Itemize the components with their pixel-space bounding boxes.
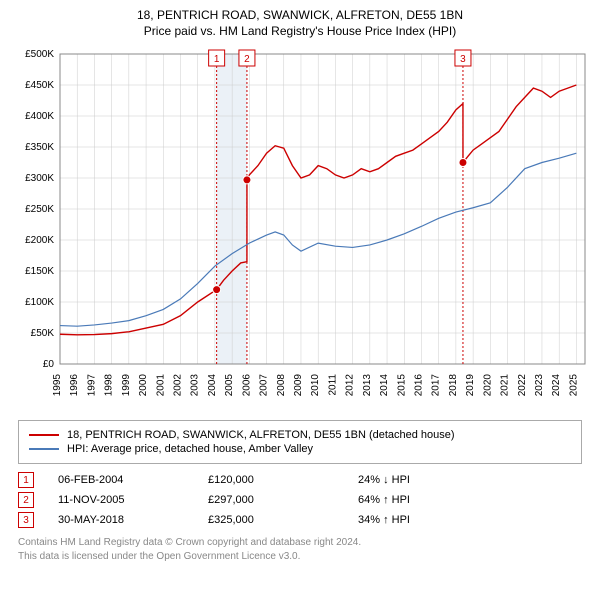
svg-text:1995: 1995 (52, 374, 63, 397)
svg-text:2021: 2021 (500, 374, 511, 397)
sale-row: 3 30-MAY-2018 £325,000 34% ↑ HPI (18, 512, 582, 528)
svg-text:2005: 2005 (224, 374, 235, 397)
legend-row: 18, PENTRICH ROAD, SWANWICK, ALFRETON, D… (29, 429, 571, 441)
footer-line: Contains HM Land Registry data © Crown c… (18, 536, 582, 550)
sale-row: 1 06-FEB-2004 £120,000 24% ↓ HPI (18, 472, 582, 488)
svg-text:£500K: £500K (25, 49, 54, 60)
svg-text:1996: 1996 (69, 374, 80, 397)
sale-date: 11-NOV-2005 (58, 494, 208, 506)
svg-text:£250K: £250K (25, 204, 54, 215)
legend-box: 18, PENTRICH ROAD, SWANWICK, ALFRETON, D… (18, 420, 582, 464)
svg-text:2001: 2001 (155, 374, 166, 397)
sales-table: 1 06-FEB-2004 £120,000 24% ↓ HPI 2 11-NO… (18, 472, 582, 528)
svg-text:£300K: £300K (25, 173, 54, 184)
sale-price: £325,000 (208, 514, 358, 526)
sale-marker-box: 2 (18, 492, 34, 508)
svg-text:2020: 2020 (482, 374, 493, 397)
svg-text:2013: 2013 (362, 374, 373, 397)
sale-delta: 34% ↑ HPI (358, 514, 508, 526)
legend-swatch (29, 434, 59, 436)
sale-delta: 24% ↓ HPI (358, 474, 508, 486)
legend-row: HPI: Average price, detached house, Ambe… (29, 443, 571, 455)
svg-text:2018: 2018 (448, 374, 459, 397)
svg-text:£50K: £50K (31, 328, 55, 339)
svg-text:2011: 2011 (327, 374, 338, 396)
svg-text:2023: 2023 (534, 374, 545, 397)
price-chart-svg: £0 £50K £100K £150K £200K £250K £300K £350K £400… (10, 44, 590, 414)
legend-label: 18, PENTRICH ROAD, SWANWICK, ALFRETON, D… (67, 429, 455, 441)
svg-text:2017: 2017 (431, 374, 442, 397)
footer-line: This data is licensed under the Open Gov… (18, 550, 582, 564)
sale-date: 06-FEB-2004 (58, 474, 208, 486)
svg-text:2019: 2019 (465, 374, 476, 397)
sale-marker-box: 1 (18, 472, 34, 488)
svg-text:2009: 2009 (293, 374, 304, 397)
svg-text:1998: 1998 (104, 374, 115, 397)
chart-title-block: 18, PENTRICH ROAD, SWANWICK, ALFRETON, D… (10, 8, 590, 38)
chart-area: £0 £50K £100K £150K £200K £250K £300K £350K £400… (10, 44, 590, 414)
svg-text:£200K: £200K (25, 235, 54, 246)
svg-text:£0: £0 (43, 359, 55, 370)
sale-row: 2 11-NOV-2005 £297,000 64% ↑ HPI (18, 492, 582, 508)
svg-text:1999: 1999 (121, 374, 132, 397)
svg-text:2008: 2008 (276, 374, 287, 397)
svg-text:2004: 2004 (207, 374, 218, 397)
svg-text:2007: 2007 (259, 374, 270, 397)
sale-date: 30-MAY-2018 (58, 514, 208, 526)
svg-text:2: 2 (244, 54, 250, 65)
svg-text:£350K: £350K (25, 142, 54, 153)
svg-text:2024: 2024 (551, 374, 562, 397)
svg-text:2003: 2003 (190, 374, 201, 397)
sale-delta: 64% ↑ HPI (358, 494, 508, 506)
svg-text:2006: 2006 (241, 374, 252, 397)
legend-label: HPI: Average price, detached house, Ambe… (67, 443, 313, 455)
svg-text:1997: 1997 (86, 374, 97, 397)
svg-text:2010: 2010 (310, 374, 321, 397)
svg-text:2025: 2025 (568, 374, 579, 397)
footer-attribution: Contains HM Land Registry data © Crown c… (18, 536, 582, 564)
sale-price: £297,000 (208, 494, 358, 506)
svg-text:2000: 2000 (138, 374, 149, 397)
svg-text:£100K: £100K (25, 297, 54, 308)
svg-text:£400K: £400K (25, 111, 54, 122)
svg-text:2002: 2002 (172, 374, 183, 397)
title-address: 18, PENTRICH ROAD, SWANWICK, ALFRETON, D… (10, 8, 590, 22)
svg-text:2016: 2016 (413, 374, 424, 397)
svg-text:3: 3 (460, 54, 466, 65)
sale-price: £120,000 (208, 474, 358, 486)
svg-text:£450K: £450K (25, 80, 54, 91)
svg-text:1: 1 (214, 54, 220, 65)
legend-swatch (29, 448, 59, 450)
svg-text:2014: 2014 (379, 374, 390, 397)
svg-text:£150K: £150K (25, 266, 54, 277)
svg-text:2015: 2015 (396, 374, 407, 397)
sale-marker-box: 3 (18, 512, 34, 528)
svg-text:2012: 2012 (345, 374, 356, 397)
page-container: 18, PENTRICH ROAD, SWANWICK, ALFRETON, D… (0, 0, 600, 572)
title-subtitle: Price paid vs. HM Land Registry's House … (10, 24, 590, 38)
svg-text:2022: 2022 (517, 374, 528, 397)
